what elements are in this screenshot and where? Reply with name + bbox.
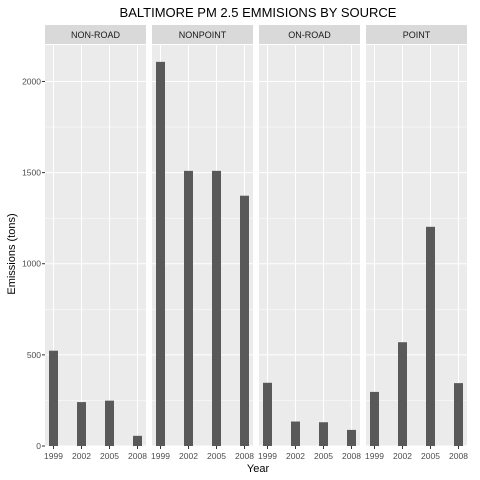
x-tick-label: 2008: [235, 451, 254, 461]
bar: [319, 422, 328, 446]
x-tick-label: 2008: [449, 451, 468, 461]
facet-panel: NON-ROAD 1999 2002 2005 2008: [44, 25, 147, 461]
facet-panel: ON-ROAD 1999 2002 2005 2008: [258, 25, 361, 461]
panel-background: [45, 45, 146, 446]
x-tick-label: 1999: [365, 451, 384, 461]
x-tick-label: 2005: [100, 451, 119, 461]
bar: [240, 195, 249, 446]
y-tick-label: 1500: [22, 168, 41, 178]
panel-background: [259, 45, 360, 446]
bar: [454, 383, 463, 446]
x-tick-label: 2002: [286, 451, 305, 461]
chart-title: BALTIMORE PM 2.5 EMMISIONS BY SOURCE: [120, 5, 397, 20]
x-tick-label: 1999: [151, 451, 170, 461]
strip-background: [45, 25, 146, 44]
bar: [156, 61, 165, 446]
y-axis-title: Emissions (tons): [6, 213, 18, 294]
x-tick-label: 2008: [128, 451, 147, 461]
x-tick-label: 2005: [421, 451, 440, 461]
bar: [347, 429, 356, 446]
x-tick-label: 2005: [207, 451, 226, 461]
strip-background: [259, 25, 360, 44]
strip-label: NONPOINT: [179, 30, 227, 40]
x-tick-label: 2005: [314, 451, 333, 461]
x-tick-label: 1999: [258, 451, 277, 461]
y-tick-label: 500: [27, 350, 41, 360]
bar: [77, 402, 86, 446]
strip-label: POINT: [403, 30, 431, 40]
strip-background: [366, 25, 467, 44]
bar: [398, 342, 407, 446]
bar: [426, 226, 435, 446]
panel-background: [366, 45, 467, 446]
y-tick-label: 2000: [22, 76, 41, 86]
x-tick-label: 2008: [342, 451, 361, 461]
strip-background: [152, 25, 253, 44]
y-axis: 0 500 1000 1500 2000: [22, 76, 45, 451]
x-tick-label: 2002: [179, 451, 198, 461]
bar: [133, 435, 142, 446]
bar: [105, 400, 114, 446]
strip-label: NON-ROAD: [71, 30, 120, 40]
panel-background: [152, 45, 253, 446]
facet-panel: POINT 1999 2002 2005 2008: [365, 25, 468, 461]
bar: [291, 421, 300, 446]
x-tick-label: 2002: [72, 451, 91, 461]
x-axis-title: Year: [247, 463, 270, 475]
y-tick-label: 1000: [22, 259, 41, 269]
facet-panels: NON-ROAD 1999 2002 2005 2008 NONPOINT 1999 2002…: [44, 25, 468, 461]
bar: [370, 391, 379, 446]
facet-panel: NONPOINT 1999 2002 2005 2008: [151, 25, 254, 461]
x-tick-label: 1999: [44, 451, 63, 461]
bar: [49, 350, 58, 446]
bar: [212, 170, 221, 446]
bar: [184, 170, 193, 446]
strip-label: ON-ROAD: [288, 30, 331, 40]
y-tick-label: 0: [36, 441, 41, 451]
bar: [263, 382, 272, 446]
x-tick-label: 2002: [393, 451, 412, 461]
